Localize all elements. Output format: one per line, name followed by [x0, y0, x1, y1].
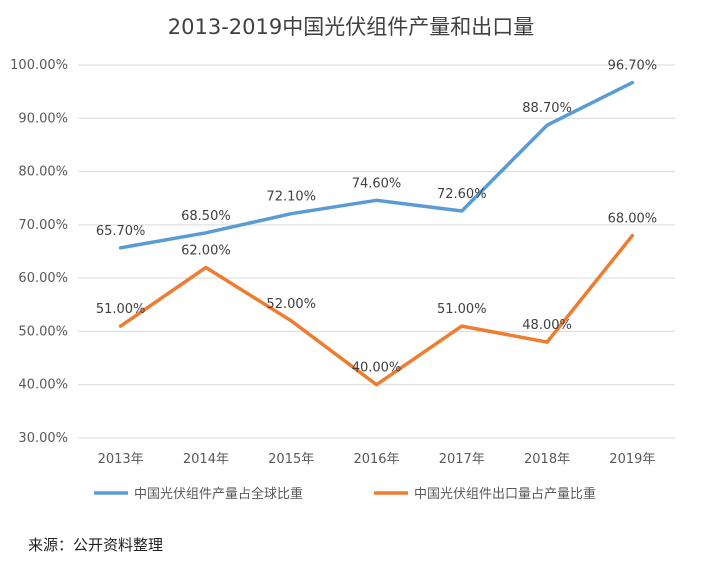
- y-tick-label: 80.00%: [18, 165, 68, 180]
- y-tick-label: 70.00%: [18, 218, 68, 233]
- x-tick-label: 2017年: [439, 452, 485, 467]
- x-tick-label: 2015年: [268, 452, 314, 467]
- data-label: 74.60%: [352, 176, 402, 191]
- y-tick-label: 90.00%: [18, 111, 68, 126]
- x-tick-label: 2014年: [183, 452, 229, 467]
- data-label: 51.00%: [437, 302, 487, 317]
- data-label: 52.00%: [266, 297, 316, 312]
- x-tick-label: 2016年: [353, 452, 399, 467]
- y-tick-label: 50.00%: [18, 324, 68, 339]
- x-tick-label: 2018年: [524, 452, 570, 467]
- data-label: 72.60%: [437, 187, 487, 202]
- x-axis: 2013年 2014年 2015年 2016年 2017年 2018年 2019年: [98, 452, 656, 467]
- x-tick-label: 2019年: [609, 452, 655, 467]
- y-tick-label: 30.00%: [18, 431, 68, 446]
- data-label: 68.00%: [608, 212, 658, 227]
- data-label: 88.70%: [522, 101, 572, 116]
- data-label: 48.00%: [522, 318, 572, 333]
- y-axis: 30.00% 40.00% 50.00% 60.00% 70.00% 80.00% 90.0…: [10, 58, 68, 446]
- y-tick-label: 100.00%: [10, 58, 68, 73]
- data-label: 51.00%: [96, 302, 146, 317]
- legend-label-2: 中国光伏组件出口量占产量比重: [414, 486, 596, 502]
- y-tick-label: 40.00%: [18, 378, 68, 393]
- x-tick-label: 2013年: [98, 452, 144, 467]
- legend-label-1: 中国光伏组件产量占全球比重: [134, 486, 303, 502]
- data-label: 68.50%: [181, 209, 231, 224]
- series-lines: [118, 80, 635, 387]
- data-label: 72.10%: [266, 190, 316, 205]
- source-note: 来源：公开资料整理: [28, 536, 164, 554]
- data-label: 40.00%: [352, 361, 402, 376]
- series-line-2: [118, 233, 635, 387]
- data-label: 96.70%: [608, 59, 658, 74]
- series-line-1: [118, 80, 635, 250]
- data-labels: 65.70% 68.50% 72.10% 74.60% 72.60% 88.70% 96.7…: [96, 59, 657, 376]
- data-label: 62.00%: [181, 243, 231, 258]
- chart-title: 2013-2019中国光伏组件产量和出口量: [168, 15, 534, 39]
- legend: 中国光伏组件产量占全球比重 中国光伏组件出口量占产量比重: [94, 486, 596, 502]
- gridlines: [78, 64, 675, 439]
- data-label: 65.70%: [96, 224, 146, 239]
- y-tick-label: 60.00%: [18, 271, 68, 286]
